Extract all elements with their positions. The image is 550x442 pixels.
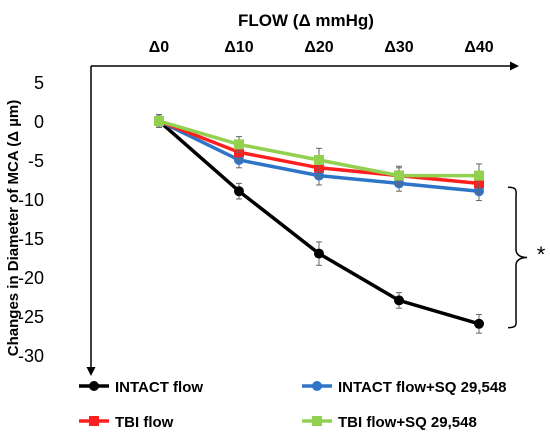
legend-label: INTACT flow+SQ 29,548 — [338, 379, 507, 396]
legend-marker — [312, 381, 322, 391]
y-tick-label: 5 — [34, 73, 44, 93]
x-axis-arrow — [510, 61, 519, 71]
data-point — [394, 295, 404, 306]
data-point — [154, 116, 164, 126]
legend-label: INTACT flow — [115, 379, 203, 396]
legend-item: TBI flow+SQ 29,548 — [302, 414, 477, 431]
y-tick-label: -5 — [28, 151, 44, 171]
legend-label: TBI flow — [115, 414, 174, 431]
y-tick-label: -25 — [18, 307, 44, 327]
x-tick-label: Δ10 — [224, 39, 253, 56]
x-tick-label: Δ40 — [464, 39, 493, 56]
series-layer — [154, 114, 484, 334]
legend-marker — [89, 381, 99, 391]
x-tick-label: Δ0 — [149, 39, 170, 56]
legend-item: INTACT flow+SQ 29,548 — [302, 379, 507, 396]
x-tick-label: Δ30 — [384, 39, 413, 56]
legend: INTACT flow INTACT flow+SQ 29,548 TBI flow… — [79, 379, 507, 431]
y-tick-label: -10 — [18, 190, 44, 210]
legend-item: TBI flow — [79, 414, 174, 431]
legend-marker — [312, 416, 322, 426]
significance-bracket — [507, 186, 528, 329]
series-0 — [154, 114, 484, 334]
legend-marker — [89, 416, 99, 426]
legend-label: TBI flow+SQ 29,548 — [338, 414, 477, 431]
data-point — [234, 186, 244, 197]
series-3 — [154, 114, 484, 188]
significance-label: * — [537, 242, 546, 267]
data-point — [474, 318, 484, 329]
y-axis-label: Changes in Diameter of MCA (Δ µm) — [5, 100, 22, 356]
x-tick-label: Δ20 — [304, 39, 333, 56]
y-tick-label: -30 — [18, 346, 44, 366]
bracket-path — [507, 186, 528, 329]
y-axis-arrow — [86, 367, 96, 376]
data-point — [234, 139, 244, 150]
data-point — [394, 170, 404, 181]
y-tick-label: -15 — [18, 229, 44, 249]
data-point — [314, 155, 324, 165]
axes: Δ0 Δ10 Δ20 Δ30 Δ40 5 0 -5 -10 -15 -20 -25 -30 — [18, 39, 519, 376]
y-tick-label: -20 — [18, 268, 44, 288]
y-tick-label: 0 — [34, 112, 44, 132]
legend-item: INTACT flow — [79, 379, 203, 396]
chart-title: FLOW (Δ mmHg) — [238, 11, 374, 30]
data-point — [314, 248, 324, 259]
data-point — [474, 170, 484, 181]
